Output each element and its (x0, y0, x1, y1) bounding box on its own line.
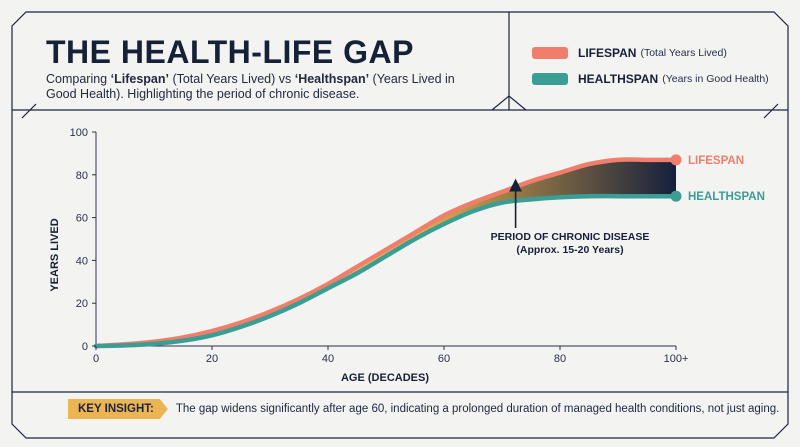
key-insight-tag: KEY INSIGHT: (68, 399, 168, 419)
legend-note-healthspan: (Years in Good Health) (662, 73, 769, 85)
y-tick-label: 0 (82, 341, 88, 353)
lifespan-end-label: LIFESPAN (688, 155, 744, 167)
subtitle-prefix: Comparing (46, 72, 111, 86)
y-tick-label: 80 (76, 170, 88, 182)
chronic-disease-gap-area (96, 159, 676, 346)
legend-note-lifespan: (Total Years Lived) (640, 47, 727, 59)
lifespan-line (93, 157, 679, 349)
legend-item-healthspan: HEALTHSPAN (Years in Good Health) (532, 72, 769, 86)
x-tick-label: 100+ (664, 353, 689, 365)
key-insight-bar: KEY INSIGHT: The gap widens significantl… (30, 396, 779, 422)
y-axis-label: YEARS LIVED (49, 218, 61, 291)
x-tick-label: 20 (206, 353, 218, 365)
x-tick-label: 80 (554, 353, 566, 365)
x-tick-label: 60 (438, 353, 450, 365)
x-tick-label: 0 (93, 353, 99, 365)
healthspan-end-label: HEALTHSPAN (688, 191, 765, 203)
legend-label-healthspan: HEALTHSPAN (578, 72, 659, 86)
annotation-line-2: (Approx. 15-20 Years) (516, 244, 623, 256)
subtitle-term-lifespan: ‘Lifespan’ (110, 72, 169, 86)
subtitle-mid-2: (Years Lived in Good Health). Highlighti… (46, 72, 455, 101)
x-tick-label: 40 (322, 353, 334, 365)
healthspan-line (93, 193, 679, 349)
y-tick-label: 60 (76, 213, 88, 225)
legend-label-lifespan: LIFESPAN (578, 46, 637, 60)
legend-swatch-healthspan (532, 73, 568, 85)
subtitle-mid-1: (Total Years Lived) vs (168, 72, 295, 86)
page-subtitle: Comparing ‘Lifespan’ (Total Years Lived)… (46, 72, 466, 102)
subtitle-term-healthspan: ‘Healthspan’ (294, 72, 370, 86)
key-insight-text: The gap widens significantly after age 6… (175, 403, 780, 415)
x-axis-label: AGE (DECADES) (341, 372, 429, 384)
y-tick-label: 20 (76, 298, 88, 310)
legend-swatch-lifespan (532, 47, 568, 59)
y-tick-label: 100 (70, 127, 88, 139)
healthspan-endpoint-dot (670, 190, 682, 202)
legend-item-lifespan: LIFESPAN (Total Years Lived) (532, 46, 727, 60)
y-tick-label: 40 (76, 255, 88, 267)
lifespan-endpoint-dot (670, 154, 682, 166)
page-title: THE HEALTH-LIFE GAP (46, 34, 414, 70)
annotation-line-1: PERIOD OF CHRONIC DISEASE (491, 231, 650, 243)
